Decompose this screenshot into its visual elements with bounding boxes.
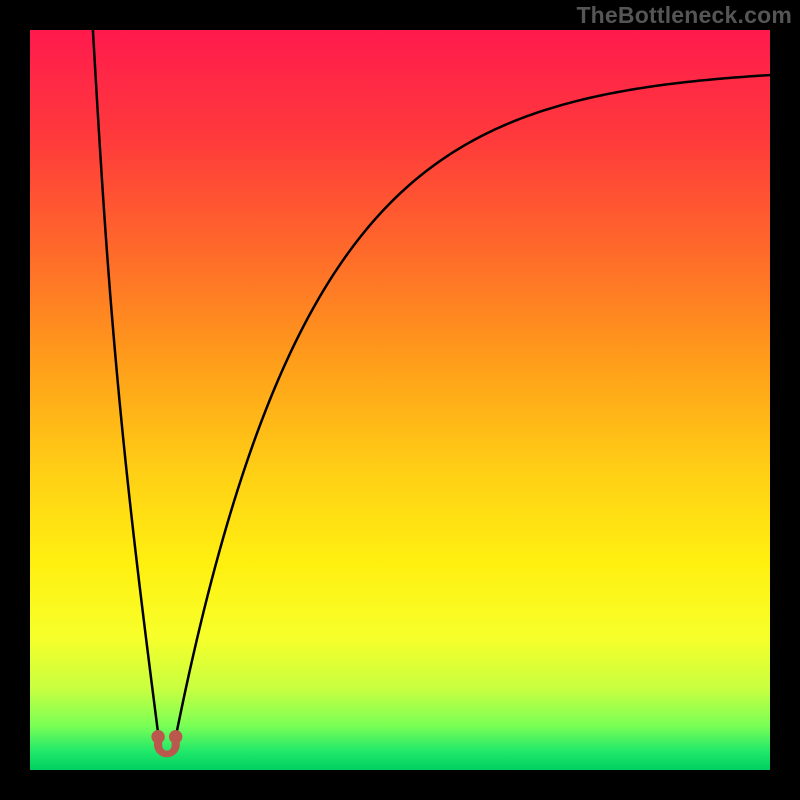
marker-dot [151, 730, 164, 743]
gradient-background [30, 30, 770, 770]
marker-dot [169, 730, 182, 743]
chart-plot-area [30, 30, 770, 770]
watermark-text: TheBottleneck.com [576, 2, 792, 29]
chart-frame: TheBottleneck.com [0, 0, 800, 800]
chart-svg [30, 30, 770, 770]
